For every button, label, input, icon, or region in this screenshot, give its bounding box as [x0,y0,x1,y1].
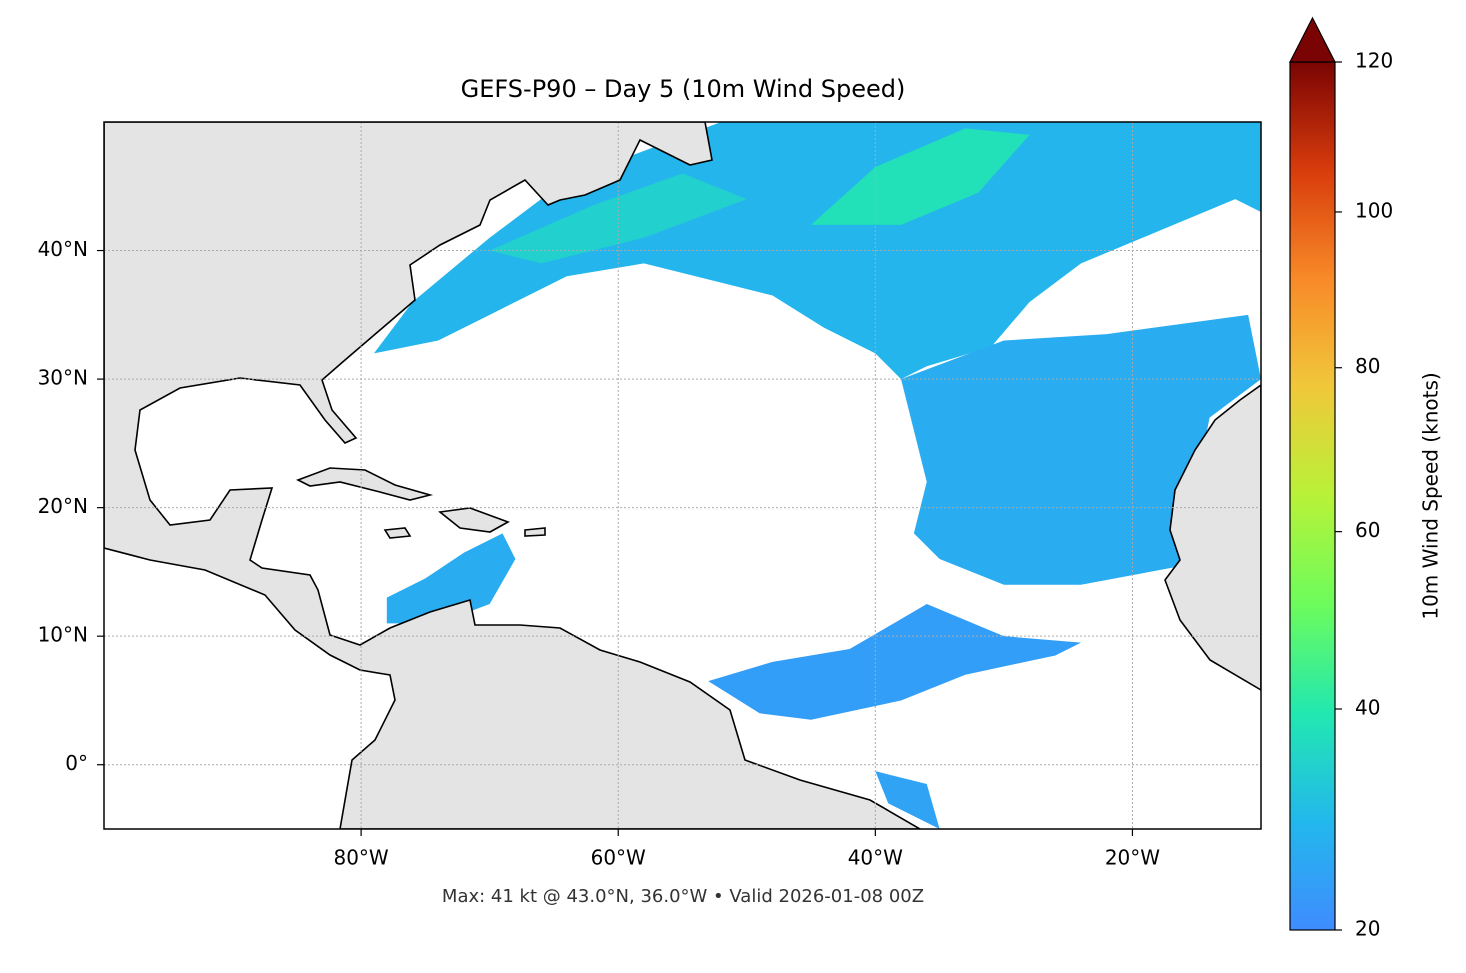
colorbar: 20 40 60 80 100 120 10m Wind Speed (knots) [1289,16,1443,941]
wind-area [386,533,516,624]
chart-title: GEFS-P90 – Day 5 (10m Wind Speed) [461,75,906,103]
colorbar-extend [1289,16,1336,63]
grid-layer [104,122,1261,829]
colorbar-tick-label: 20 [1355,917,1380,941]
colorbar-tick-label: 60 [1355,518,1380,542]
wind-area [875,771,940,829]
x-tick-label: 40°W [848,846,903,870]
colorbar-label: 10m Wind Speed (knots) [1419,372,1443,619]
colorbar-tick-label: 80 [1355,354,1380,378]
x-tick-label: 60°W [591,846,646,870]
wind-area [811,128,1030,225]
y-tick-label: 10°N [38,623,88,647]
jamaica [383,527,412,539]
wind-area [708,604,1082,720]
hispaniola [438,507,510,533]
colorbar-fill [1289,61,1336,931]
colorbar-tick-label: 40 [1355,695,1380,719]
map-area [104,122,1261,829]
colorbar-tick-label: 120 [1355,49,1393,73]
puerto-rico [524,527,546,537]
x-tick-label: 20°W [1105,846,1160,870]
colorbar-tick-label: 100 [1355,198,1393,222]
footer-note: Max: 41 kt @ 43.0°N, 36.0°W • Valid 2026… [442,886,924,907]
plot-frame [103,121,1262,830]
y-tick-label: 0° [65,751,88,775]
x-tick-label: 80°W [333,846,388,870]
y-tick-label: 30°N [38,366,88,390]
americas [104,122,922,829]
land-layer [104,122,1261,829]
y-tick-label: 20°N [38,494,88,518]
cuba [296,467,434,501]
africa [1164,384,1261,691]
y-tick-label: 40°N [38,237,88,261]
